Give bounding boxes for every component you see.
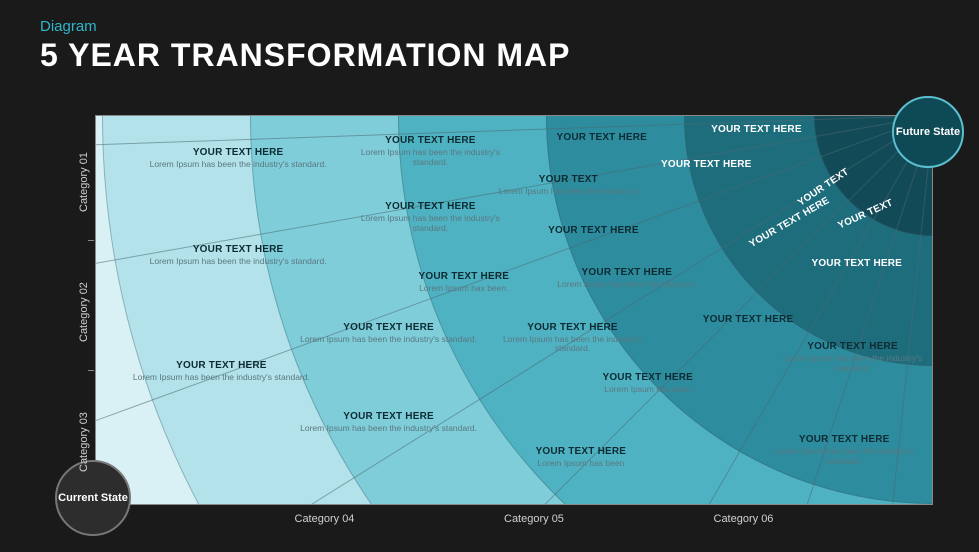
content-cell: YOUR TEXT HERE Lorem Ipsum has been the i… <box>146 244 330 267</box>
chart-container: YOUR TEXT HERE Lorem Ipsum has been the i… <box>95 115 933 505</box>
x-axis-label: Category 05 <box>504 513 564 525</box>
future-state-label: Future State <box>896 126 960 138</box>
cell-desc: Lorem Ipsum has been the industry's stan… <box>297 335 481 345</box>
content-cell: YOUR TEXT Lorem Ipsum has been the indust… <box>497 174 639 197</box>
cell-desc: Lorem Ipsum has been the industry's stan… <box>146 160 330 170</box>
cell-title: YOUR TEXT HERE <box>527 225 661 236</box>
header: Diagram 5 YEAR TRANSFORMATION MAP <box>40 18 571 74</box>
content-cell: YOUR TEXT HERE Lorem Ipsum has been the i… <box>347 201 514 234</box>
content-cell: YOUR TEXT HERE Lorem Ipsum has been the i… <box>129 360 313 383</box>
cell-desc: Lorem Ipsum has been the industry's <box>497 187 639 197</box>
cell-desc: Lorem Ipsum has been. <box>380 284 547 294</box>
y-axis-label: Category 02 <box>78 282 90 342</box>
content-cell: YOUR TEXT HERE Lorem Ipsum has been the i… <box>556 267 698 290</box>
content-cell: YOUR TEXT HERE Lorem Ipsum has been the i… <box>782 341 924 374</box>
cell-desc: Lorem Ipsum has been the industry's stan… <box>782 354 924 374</box>
y-axis-label: Category 03 <box>78 412 90 472</box>
content-cell: YOUR TEXT HERE Lorem Ipsum has been the i… <box>297 411 481 434</box>
y-axis-label: Category 01 <box>78 152 90 212</box>
radial-chart: YOUR TEXT HERE Lorem Ipsum has been the i… <box>95 115 933 505</box>
cell-title: YOUR TEXT HERE <box>297 322 481 333</box>
cell-title: YOUR TEXT HERE <box>782 341 924 352</box>
cell-title: YOUR TEXT HERE <box>347 135 514 146</box>
cell-desc: Lorem Ipsum has been the industry's stan… <box>347 214 514 234</box>
cell-title: YOUR TEXT HERE <box>489 322 656 333</box>
x-axis-label: Category 04 <box>295 513 355 525</box>
cell-title: YOUR TEXT HERE <box>497 446 664 457</box>
cell-title: YOUR TEXT HERE <box>573 372 723 383</box>
subtitle: Diagram <box>40 18 571 35</box>
cell-title: YOUR TEXT HERE <box>798 258 915 269</box>
content-cell: YOUR TEXT HERE <box>531 132 673 143</box>
cell-desc: Lorem Ipsum has been the industry's stan… <box>129 373 313 383</box>
cell-title: YOUR TEXT HERE <box>297 411 481 422</box>
x-axis-label: Category 06 <box>714 513 774 525</box>
cell-title: YOUR TEXT HERE <box>531 132 673 143</box>
current-state-badge: Current State <box>55 460 131 536</box>
page-title: 5 YEAR TRANSFORMATION MAP <box>40 37 571 74</box>
cell-title: YOUR TEXT HERE <box>129 360 313 371</box>
content-cell: YOUR TEXT HERE Lorem Ipsum has been. <box>380 271 547 294</box>
cell-desc: Lorem Ipsum has been the industry's stan… <box>297 424 481 434</box>
cell-title: YOUR TEXT HERE <box>556 267 698 278</box>
cell-title: YOUR TEXT HERE <box>681 124 831 135</box>
content-cell: YOUR TEXT HERE <box>664 314 831 325</box>
content-cell: YOUR TEXT HERE <box>527 225 661 236</box>
cell-title: YOUR TEXT HERE <box>631 159 781 170</box>
cell-title: YOUR TEXT <box>497 174 639 185</box>
cell-title: YOUR TEXT HERE <box>146 147 330 158</box>
cell-desc: Lorem Ipsum has been <box>497 459 664 469</box>
content-cell: YOUR TEXT HERE Lorem Ipsum has been the i… <box>347 135 514 168</box>
content-cell: YOUR TEXT HERE <box>681 124 831 135</box>
cell-desc: Lorem Ipsum has been <box>573 385 723 395</box>
future-state-badge: Future State <box>892 96 964 168</box>
content-cell: YOUR TEXT HERE <box>631 159 781 170</box>
cell-desc: Lorem Ipsum has been the industry's stan… <box>489 335 656 355</box>
cell-title: YOUR TEXT HERE <box>347 201 514 212</box>
cell-title: YOUR TEXT HERE <box>664 314 831 325</box>
content-cell: YOUR TEXT HERE Lorem Ipsum has been <box>497 446 664 469</box>
content-cell: YOUR TEXT HERE Lorem Ipsum has been the i… <box>489 322 656 355</box>
content-cell: YOUR TEXT HERE Lorem Ipsum has been the i… <box>765 434 924 467</box>
content-cell: YOUR TEXT HERE Lorem Ipsum has been <box>573 372 723 395</box>
content-cell: YOUR TEXT HERE Lorem Ipsum has been the i… <box>146 147 330 170</box>
cell-desc: Lorem Ipsum has been the industry's stan… <box>146 257 330 267</box>
cell-desc: Lorem Ipsum has been the industry's <box>556 280 698 290</box>
content-cell: YOUR TEXT HERE <box>798 258 915 269</box>
current-state-label: Current State <box>58 492 128 504</box>
cell-title: YOUR TEXT HERE <box>380 271 547 282</box>
cell-desc: Lorem Ipsum has been the industry's stan… <box>347 148 514 168</box>
cell-title: YOUR TEXT HERE <box>765 434 924 445</box>
cell-desc: Lorem Ipsum has been the industry's stan… <box>765 447 924 467</box>
content-cell: YOUR TEXT HERE Lorem Ipsum has been the i… <box>297 322 481 345</box>
cell-title: YOUR TEXT HERE <box>146 244 330 255</box>
